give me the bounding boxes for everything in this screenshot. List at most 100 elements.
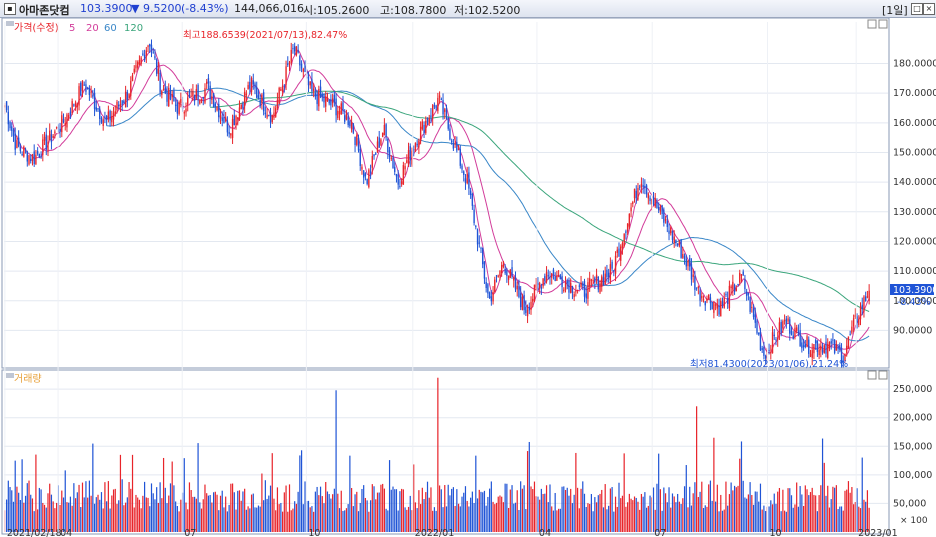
- candle-body: [304, 65, 306, 73]
- candle-body: [400, 181, 403, 185]
- candle-body: [499, 271, 501, 276]
- volume-bar: [609, 488, 611, 532]
- candle-body: [264, 112, 267, 115]
- candle-body: [337, 110, 339, 119]
- candle-body: [842, 360, 844, 363]
- candle-body: [426, 118, 429, 123]
- volume-bar: [71, 505, 73, 532]
- candle-body: [846, 345, 848, 353]
- candle-body: [9, 121, 11, 129]
- volume-bar: [761, 509, 763, 532]
- candle-body: [419, 126, 422, 142]
- volume-restore-icon[interactable]: [867, 370, 877, 380]
- volume-bar: [149, 506, 151, 532]
- candle-body: [656, 202, 658, 208]
- candle-body: [538, 283, 541, 289]
- close-icon[interactable]: ×: [923, 3, 935, 15]
- candle-body: [671, 230, 674, 240]
- candle-body: [207, 78, 210, 84]
- panel-restore-icon[interactable]: [867, 19, 877, 29]
- volume-bar: [847, 481, 850, 532]
- volume-bar: [21, 459, 23, 532]
- candle-body: [835, 344, 838, 351]
- volume-bar: [221, 490, 223, 532]
- candle-body: [152, 51, 154, 53]
- candle-body: [271, 115, 273, 122]
- volume-bar: [392, 486, 394, 532]
- candle-body: [775, 339, 777, 341]
- volume-bar: [713, 437, 715, 532]
- volume-bar: [625, 506, 627, 532]
- candle-body: [642, 185, 644, 188]
- volume-bar: [751, 495, 753, 532]
- maximize-icon[interactable]: □: [911, 3, 923, 15]
- candle-body: [445, 108, 448, 117]
- candle-body: [723, 297, 725, 308]
- volume-bar: [723, 509, 725, 532]
- candle-body: [456, 142, 458, 151]
- candle-body: [716, 303, 719, 309]
- candle-body: [376, 141, 379, 153]
- candle-body: [62, 118, 65, 123]
- candle-body: [725, 294, 727, 296]
- volume-bar: [171, 461, 173, 532]
- candle-body: [28, 155, 30, 165]
- candle-body: [88, 88, 91, 95]
- volume-bar: [175, 501, 177, 532]
- menu-icon[interactable]: ▪: [4, 3, 16, 15]
- volume-bar: [28, 480, 30, 532]
- candle-body: [126, 91, 129, 101]
- candle-body: [411, 150, 413, 165]
- volume-bar: [423, 499, 425, 532]
- volume-bar: [371, 484, 373, 532]
- volume-close-icon[interactable]: [878, 370, 888, 380]
- candle-body: [206, 81, 208, 84]
- candle-body: [673, 236, 675, 243]
- volume-bar: [478, 489, 480, 532]
- volume-tick-label: 200,000: [893, 413, 932, 424]
- price-legend-collapse-icon[interactable]: [6, 21, 14, 26]
- volume-bar: [402, 489, 404, 532]
- volume-bar: [545, 485, 548, 532]
- volume-bar: [245, 509, 247, 532]
- candle-body: [130, 80, 132, 96]
- candle-body: [83, 84, 85, 86]
- volume-bar: [866, 490, 869, 532]
- volume-bar: [323, 503, 325, 532]
- candle-body: [297, 50, 299, 53]
- volume-bar: [390, 489, 392, 532]
- volume-bar: [618, 482, 620, 532]
- candle-body: [814, 340, 817, 344]
- candle-body: [709, 297, 712, 304]
- volume-bar: [544, 493, 546, 532]
- volume-legend-collapse-icon[interactable]: [6, 373, 14, 378]
- volume-bar: [14, 460, 16, 532]
- stock-chart[interactable]: 가격(수정) 5 20 60 120 거래량 90.0000 100.0000 11…: [0, 18, 936, 537]
- period-selector[interactable]: [1일]: [882, 4, 908, 17]
- candle-body: [228, 131, 230, 135]
- volume-bar: [859, 508, 862, 532]
- candle-body: [444, 109, 446, 112]
- candle-body: [532, 298, 534, 302]
- volume-bar: [475, 455, 477, 532]
- volume-bar: [178, 511, 180, 532]
- candle-body: [38, 154, 41, 158]
- candle-body: [66, 114, 68, 128]
- volume-bar: [611, 487, 613, 532]
- candle-body: [137, 62, 139, 68]
- candle-body: [99, 108, 101, 119]
- volume-bar: [740, 441, 743, 532]
- candle-body: [639, 186, 641, 188]
- candle-body: [676, 243, 679, 246]
- candle-body: [573, 294, 575, 298]
- volume-bar: [459, 506, 461, 532]
- candle-body: [640, 183, 643, 188]
- volume-bar: [756, 491, 758, 532]
- candle-body: [238, 107, 241, 120]
- candle-body: [202, 97, 204, 99]
- candle-body: [614, 255, 617, 274]
- volume-bar: [247, 506, 249, 532]
- candle-body: [526, 309, 529, 317]
- candle-body: [797, 331, 800, 334]
- panel-close-icon[interactable]: [878, 19, 888, 29]
